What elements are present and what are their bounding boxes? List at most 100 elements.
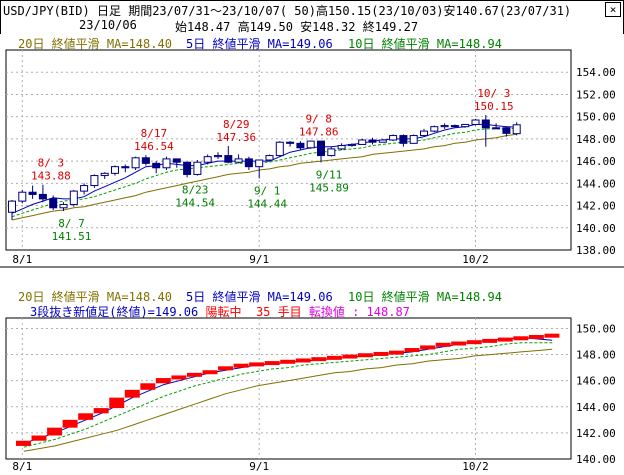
- top-y-tick-label: 138.00: [576, 244, 616, 257]
- candle-body-down: [368, 139, 377, 143]
- bottom-y-tick-label: 150.00: [576, 322, 616, 335]
- status-count: 35 手目: [255, 305, 302, 319]
- high-annotation-value: 146.54: [134, 140, 174, 153]
- new-price-bar: [435, 342, 451, 347]
- candle-body-up: [234, 158, 243, 163]
- bottom-legend-ma10: 10日 終値平滑 MA=148.94: [348, 290, 502, 304]
- new-price-bar: [482, 338, 498, 343]
- candle-body-up: [59, 203, 68, 209]
- bottom-ma10-line: [23, 342, 553, 448]
- top-legend-ma20: 20日 終値平滑 MA=148.40: [18, 37, 172, 51]
- candle-body-up: [131, 157, 140, 169]
- candle-body-up: [162, 158, 171, 169]
- new-price-bar: [497, 337, 513, 342]
- new-price-bar: [389, 350, 404, 355]
- top-ma5-line: [11, 123, 517, 214]
- candle-body-down: [317, 140, 325, 157]
- candle-body-down: [502, 127, 511, 134]
- new-price-bar: [124, 389, 140, 398]
- candle-body-down: [49, 198, 58, 209]
- candle-body-up: [8, 200, 16, 213]
- new-price-bar: [47, 427, 63, 436]
- top-x-tick-label: 10/2: [462, 253, 489, 266]
- candle-body-up: [461, 123, 470, 128]
- candle-body-up: [440, 125, 449, 128]
- candle-body-up: [18, 191, 27, 202]
- candle-body-up: [389, 135, 398, 141]
- new-price-bar: [264, 361, 280, 366]
- period-high: 高150.15(23/10/03): [315, 4, 444, 18]
- top-y-tick-label: 144.00: [576, 177, 616, 190]
- top-legend-ma5: 5日 終値平滑 MA=149.06: [186, 37, 333, 51]
- new-price-bar: [295, 358, 311, 363]
- candle-body-down: [28, 191, 37, 195]
- low-annotation-date: 9/ 1: [254, 184, 281, 197]
- period-low: 安140.67(23/07/31): [443, 4, 572, 18]
- new-price-bar: [513, 336, 529, 341]
- status-title: 3段抜き新値足(終値)=149.06: [30, 305, 199, 319]
- bottom-legend-ma5: 5日 終値平滑 MA=149.06: [186, 290, 333, 304]
- new-price-bar: [357, 353, 373, 358]
- bottom-x-tick-label: 9/1: [249, 460, 269, 473]
- new-price-bar: [218, 366, 233, 371]
- close-glyph: ×: [609, 3, 617, 16]
- top-ma20-line: [11, 133, 517, 221]
- close-icon[interactable]: ×: [605, 2, 621, 17]
- new-price-bar: [373, 351, 389, 356]
- bottom-y-tick-label: 148.00: [576, 349, 616, 362]
- top-ma10-line: [11, 127, 517, 218]
- bottom-x-tick-label: 8/1: [12, 460, 32, 473]
- pair-name: USD/JPY(BID): [3, 4, 90, 18]
- low-annotation-value: 144.44: [247, 197, 287, 210]
- candle-body-down: [141, 157, 150, 164]
- candle-body-down: [296, 142, 305, 149]
- top-y-tick-label: 140.00: [576, 222, 616, 235]
- candle-body-up: [327, 148, 336, 157]
- candle-body-down: [172, 158, 181, 163]
- low-annotation-date: 9/11: [316, 168, 343, 181]
- candle-body-up: [80, 185, 89, 192]
- new-price-bar: [451, 341, 467, 346]
- new-price-bar: [171, 375, 187, 380]
- candle-body-down: [450, 125, 459, 128]
- candle-body-up: [69, 190, 78, 205]
- candle-body-up: [378, 139, 387, 143]
- candle-body-down: [286, 141, 295, 144]
- candle-body-down: [399, 135, 408, 144]
- new-price-bar: [16, 440, 31, 446]
- chart-header: USD/JPY(BID) 日足 期間23/07/31～23/10/07( 50)…: [0, 0, 624, 34]
- timeframe: 日足: [96, 4, 121, 18]
- candle-body-up: [492, 127, 501, 130]
- bottom-y-tick-label: 142.00: [576, 427, 616, 440]
- bar-count: ( 50): [279, 4, 316, 18]
- new-price-bar: [280, 359, 296, 364]
- low-annotation-value: 144.54: [175, 196, 215, 209]
- new-price-bar: [404, 348, 420, 353]
- new-price-bar: [311, 357, 327, 362]
- bottom-legend-ma20: 20日 終値平滑 MA=148.40: [18, 290, 172, 304]
- candle-body-up: [100, 172, 109, 177]
- candle-body-up: [90, 175, 99, 187]
- new-price-bar: [78, 413, 94, 420]
- new-price-bar: [466, 340, 482, 345]
- candle-body-up: [430, 126, 439, 132]
- new-price-bar: [233, 363, 249, 368]
- status-trend: 陽転中: [205, 305, 242, 319]
- high-annotation-date: 8/17: [141, 127, 168, 140]
- new-price-bar: [31, 435, 47, 441]
- candle-body-up: [347, 143, 356, 147]
- top-plot-area: [5, 49, 572, 251]
- new-price-bar: [155, 378, 171, 384]
- candle-body-up: [337, 145, 346, 150]
- top-y-tick-label: 148.00: [576, 133, 616, 146]
- top-legend-ma10: 10日 終値平滑 MA=148.94: [348, 37, 502, 51]
- candle-body-up: [111, 166, 119, 174]
- candle-body-down: [244, 158, 253, 168]
- candle-body-down: [152, 162, 161, 169]
- low-annotation-value: 141.51: [52, 230, 92, 243]
- current-date: 23/10/06: [79, 18, 137, 32]
- candle-body-up: [471, 119, 480, 125]
- candle-body-down: [38, 193, 47, 200]
- low-annotation-value: 145.89: [309, 181, 349, 194]
